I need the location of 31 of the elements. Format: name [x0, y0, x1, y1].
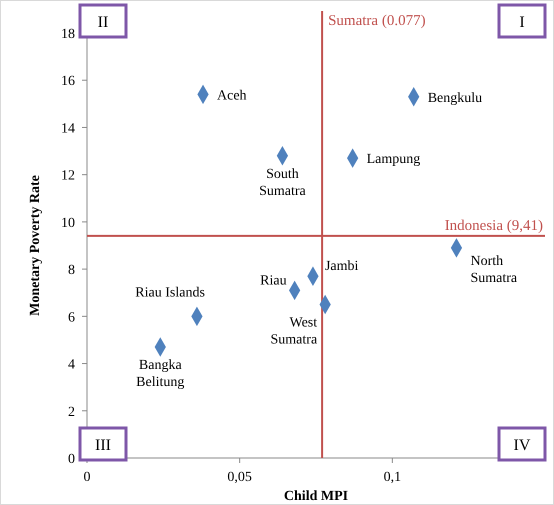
y-tick-label: 6 [68, 310, 75, 326]
y-axis-title: Monetary Poverty Rate [28, 175, 43, 316]
annotation: Riau [260, 273, 287, 288]
annotation: Bangka Belitung [136, 358, 184, 390]
annotation: Bengkulu [428, 90, 482, 106]
annotation: Jambi [324, 259, 358, 274]
x-tick-label: 0,05 [227, 470, 252, 485]
annotation: IV [514, 437, 531, 454]
text: I [519, 14, 525, 31]
y-tick-label: 18 [61, 27, 75, 42]
y-tick-label: 8 [68, 263, 75, 278]
y-tick-label: 4 [68, 358, 75, 373]
ref-line-label: Indonesia (9,41) [444, 218, 543, 234]
y-tick-label: 12 [61, 168, 75, 184]
y-tick-label: 0 [68, 452, 75, 467]
annotation: South Sumatra [259, 166, 307, 199]
y-tick-label: 16 [61, 74, 75, 90]
y-tick-label: 10 [61, 216, 75, 231]
annotation: West Sumatra [270, 316, 318, 348]
annotation: III [95, 437, 111, 454]
annotation: Aceh [217, 88, 247, 104]
text: II [98, 14, 108, 31]
annotation: Riau Islands [135, 285, 205, 300]
y-tick-label: 14 [61, 121, 75, 136]
x-tick-label: 0 [84, 470, 90, 485]
annotation: North Sumatra [470, 254, 518, 286]
x-axis-title: Child MPI [284, 489, 348, 504]
x-tick-label: 0,1 [384, 470, 402, 485]
ref-line-label: Sumatra (0.077) [328, 13, 426, 29]
annotation: Lampung [366, 152, 420, 168]
y-tick-label: 2 [68, 404, 75, 420]
